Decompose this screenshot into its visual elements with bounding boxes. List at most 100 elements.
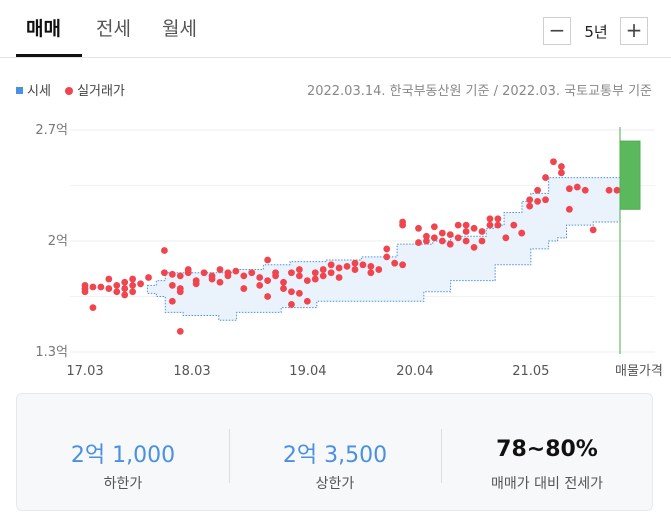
trade-point [558,163,565,170]
trade-point [137,280,144,288]
trade-point [581,186,589,194]
trade-point [319,266,327,273]
trade-point [303,297,311,305]
trade-point [121,291,129,299]
trade-point [438,237,446,245]
trade-point [240,285,248,292]
trade-point [327,261,335,269]
y-tick-label: 2.7억 [35,123,68,138]
trade-point [161,269,168,277]
trade-point [423,237,430,245]
trade-point [192,280,200,288]
trade-point [518,229,526,237]
trade-point [383,245,391,253]
trade-point [113,288,121,296]
period-increase-button[interactable]: + [620,17,648,45]
trade-point [565,205,573,213]
trade-point [446,231,454,239]
trade-point [295,266,303,273]
trade-point [168,282,176,289]
trade-point [542,196,549,204]
jeonse-ratio-value: 78~80% [496,437,598,462]
trade-point [462,228,470,235]
trade-point [184,269,192,277]
trade-point [613,186,621,194]
trade-point [526,196,534,204]
trade-point [573,183,581,191]
trade-point [176,272,184,280]
trade-point [105,275,113,283]
listing-price-range [619,140,641,210]
trade-point [176,288,184,296]
trade-point [264,277,272,285]
trade-point [534,186,541,194]
trade-point [446,240,454,248]
trade-point [224,272,232,280]
trade-point [534,197,541,205]
tab-bar-divider [0,57,671,58]
lower-price-label: 하한가 [103,476,143,492]
trade-point [129,288,137,296]
trade-point [288,301,295,308]
trade-point [367,262,375,270]
trade-legend-swatch [65,87,74,95]
tab-jeonse[interactable]: 전세 [96,18,131,40]
trade-point [526,202,534,210]
trade-point [589,226,597,234]
trade-point [565,185,573,193]
trade-point [430,234,438,242]
trade-point [486,215,494,223]
active-tab-indicator [16,54,82,57]
x-tick-label: 18.03 [173,364,210,379]
trade-point [81,282,89,289]
trade-point [415,239,422,246]
price-band-legend-swatch [16,87,23,94]
trade-point [176,327,184,335]
x-tick-label: 21.05 [512,364,549,379]
trade-point [105,285,113,292]
trade-point [423,232,430,240]
jeonse-ratio-label: 매매가 대비 전세가 [491,476,603,492]
tab-monthly-rent[interactable]: 월세 [162,18,197,40]
trade-point [216,278,224,286]
trade-point [454,221,462,229]
trade-point [264,256,272,264]
legend-price-label: 시세 [27,84,51,99]
trade-point [208,272,216,280]
trade-point [375,266,383,273]
trade-point [168,297,176,305]
trade-point [295,289,303,297]
price-chart: 2.7억 2억 1.3억 17.03 18.03 19.04 20.04 21.05 매물가격 [35,123,663,379]
trade-point [542,174,549,181]
trade-point [248,269,256,277]
y-tick-label: 1.3억 [35,345,68,360]
trade-point [113,282,121,289]
trade-point [303,277,311,285]
trade-point [335,264,343,272]
upper-price-value: 2억 3,500 [282,443,388,468]
trade-point [478,228,486,235]
period-value: 5년 [584,23,608,41]
trade-point [161,247,168,254]
trade-point [89,283,97,291]
lower-price-cell: 2억 1,000 하한가 [17,394,229,512]
x-tick-label: 17.03 [66,364,103,379]
tab-sale[interactable]: 매매 [26,18,61,40]
trade-point [391,259,399,267]
trade-point [256,282,264,289]
trade-point [232,267,240,275]
trade-point [494,215,502,223]
legend-trade-label: 실거래가 [77,84,125,99]
trade-point [81,288,89,296]
period-decrease-button[interactable]: − [543,17,571,45]
x-tick-label: 매물가격 [615,364,663,379]
trade-point [311,275,319,283]
trade-point [399,261,407,269]
trade-point [280,285,287,292]
price-summary-panel: 2억 1,000 하한가 2억 3,500 상한가 78~80% 매매가 대비 … [16,393,653,511]
trade-point [494,221,502,229]
trade-point [470,243,478,251]
trade-point [216,266,224,273]
trade-point [470,224,478,232]
trade-point [319,272,327,280]
